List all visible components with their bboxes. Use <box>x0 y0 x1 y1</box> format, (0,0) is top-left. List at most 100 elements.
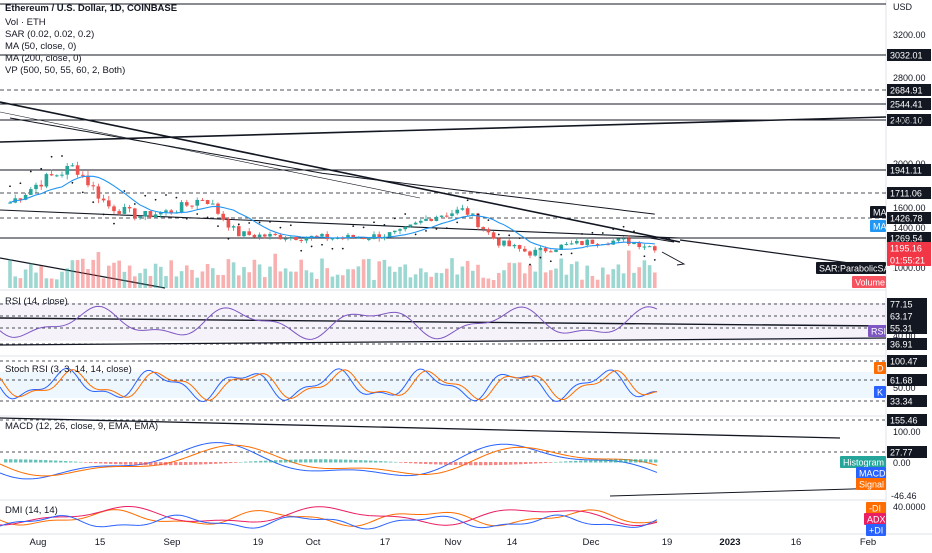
candle-body <box>29 189 33 195</box>
candle-body <box>580 241 584 246</box>
volume-bar <box>517 262 522 288</box>
candle-body <box>476 213 480 228</box>
volume-bar <box>351 269 355 288</box>
volume-bar <box>13 276 17 288</box>
macd-histogram-bar <box>369 460 373 463</box>
trend-line <box>0 317 887 327</box>
macd-histogram-bar <box>564 461 568 463</box>
candle-body <box>429 218 433 222</box>
rsi-level-label: 55.31 <box>890 324 913 334</box>
candle-body <box>491 232 496 239</box>
volume-bar <box>491 279 496 288</box>
macd-histogram-bar <box>424 462 428 464</box>
macd-histogram-bar <box>334 459 338 463</box>
macd-histogram-bar <box>409 462 413 464</box>
volume-bar <box>257 264 262 288</box>
volume-bar <box>439 273 444 288</box>
volume-bar <box>49 278 54 288</box>
volume-bar <box>294 271 298 288</box>
macd-histogram-bar <box>374 460 378 463</box>
legend-ma50[interactable]: MA (50, close, 0) <box>5 41 77 52</box>
stoch-rsi-title[interactable]: Stoch RSI (3, 3, 14, 14, close) <box>5 364 132 375</box>
price-level-tag <box>887 49 931 61</box>
macd-histogram-bar <box>69 461 73 463</box>
candle-body <box>91 185 95 187</box>
price-level-label: 2684.91 <box>890 86 923 96</box>
macd-tick: 100.00 <box>893 427 921 437</box>
volume-bar <box>252 259 257 288</box>
price-tick-label: 1600.00 <box>893 203 926 213</box>
dmi-minus-badge: -DI <box>869 504 881 514</box>
price-level-tag <box>887 164 931 176</box>
macd-histogram-bar <box>154 462 158 466</box>
ma50-badge-bg <box>870 220 886 232</box>
volume-bar <box>185 265 189 288</box>
candle-body <box>44 174 49 187</box>
candle-body <box>642 246 647 248</box>
rsi-title[interactable]: RSI (14, close) <box>5 296 68 307</box>
volume-bar <box>268 266 272 288</box>
macd-histogram-bar <box>649 459 653 463</box>
legend-volume[interactable]: Vol · ETH <box>5 17 46 28</box>
volume-bar <box>335 274 340 288</box>
candle-body <box>554 249 558 252</box>
volume-bar <box>289 271 293 288</box>
macd-histogram-bar <box>644 459 648 463</box>
sar-dot <box>40 167 43 170</box>
candle-body <box>575 241 579 244</box>
candle-body <box>569 243 574 245</box>
macd-histogram-bar <box>99 462 103 464</box>
candle-body <box>356 237 361 239</box>
macd-histogram-bar <box>299 459 303 463</box>
stoch-tick: 50.00 <box>893 383 916 393</box>
volume-bar <box>34 272 38 288</box>
macd-histogram-bar <box>134 462 138 465</box>
macd-histogram-bar <box>579 460 583 463</box>
volume-bar <box>653 272 657 288</box>
volume-bar <box>616 264 621 288</box>
sar-dot <box>362 226 365 229</box>
legend-sar[interactable]: SAR (0.02, 0.02, 0.2) <box>5 29 95 40</box>
macd-histogram-bar <box>504 462 508 465</box>
macd-histogram-bar <box>479 462 483 466</box>
volume-bar <box>403 264 407 288</box>
macd-histogram-bar <box>629 459 633 463</box>
volume-bar <box>481 277 485 288</box>
volume-bar <box>523 273 527 288</box>
candle-body <box>117 211 121 214</box>
sar-dot <box>206 216 209 219</box>
macd-histogram-bar <box>274 460 278 463</box>
candle-body <box>335 237 340 239</box>
macd-histogram-bar <box>189 462 193 465</box>
sar-dot <box>570 252 573 255</box>
trend-line <box>0 337 887 346</box>
price-level-tag <box>887 232 931 244</box>
projection-arrow-up <box>649 237 675 243</box>
candle-body <box>247 231 251 235</box>
macd-histogram-bar <box>534 462 538 464</box>
candle-body <box>325 234 329 240</box>
candle-body <box>18 198 23 200</box>
ma200-badge: MA <box>873 208 887 218</box>
macd-histogram-bar <box>519 462 523 465</box>
macd-histogram-bar <box>394 461 398 463</box>
macd-histogram-bar <box>169 462 173 466</box>
candle-body <box>471 213 475 215</box>
legend-ma200[interactable]: MA (200, close, 0) <box>5 53 82 64</box>
price-level-label: 3032.01 <box>890 51 923 61</box>
candle-body <box>512 245 517 247</box>
macd-line-badge-bg <box>856 467 886 479</box>
candle-body <box>502 240 506 246</box>
candle-body <box>320 234 324 237</box>
legend-vp[interactable]: VP (500, 50, 55, 60, 2, Both) <box>5 65 126 76</box>
adx-badge-bg <box>864 513 886 525</box>
dmi-title[interactable]: DMI (14, 14) <box>5 505 58 516</box>
candle-body <box>595 243 600 245</box>
volume-bar <box>8 259 12 288</box>
sar-dot <box>643 255 646 258</box>
trend-line <box>0 417 841 439</box>
macd-title[interactable]: MACD (12, 26, close, 9, EMA, EMA) <box>5 421 159 432</box>
stoch-k-badge: K <box>877 388 883 398</box>
